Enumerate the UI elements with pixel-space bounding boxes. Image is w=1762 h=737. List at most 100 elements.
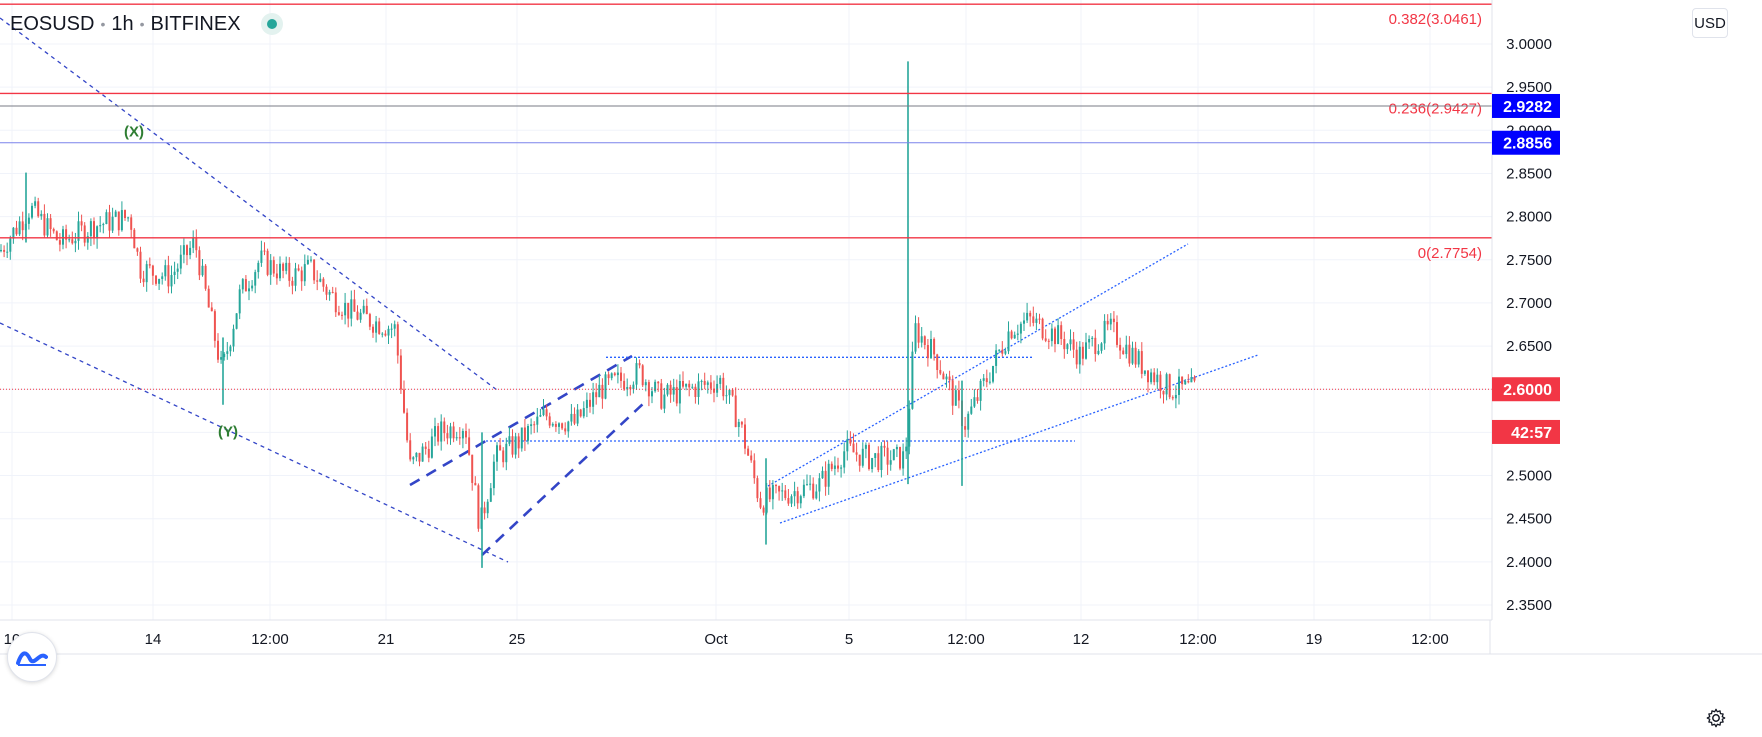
candle-body: [520, 427, 523, 449]
candle-body: [561, 423, 564, 429]
candle-body: [151, 265, 154, 276]
candle-body: [465, 431, 467, 438]
candle-body: [272, 260, 275, 274]
candle-body: [133, 229, 136, 249]
gear-icon[interactable]: [1702, 704, 1730, 732]
candle-body: [759, 498, 762, 508]
candle-body: [523, 427, 526, 441]
candle-body: [257, 262, 260, 273]
candle-body: [902, 451, 905, 469]
candle-body: [58, 240, 61, 245]
candle-body: [381, 333, 384, 335]
candle-body: [145, 264, 148, 283]
candle-body: [833, 465, 836, 469]
candle-body: [378, 321, 381, 334]
candle-body: [406, 412, 409, 441]
candle-body: [285, 262, 288, 271]
x-tick-label: 12:00: [947, 631, 985, 648]
candle-body: [1069, 339, 1072, 345]
candle-body: [644, 382, 647, 386]
candle-body: [1013, 334, 1016, 339]
x-tick-label: 19: [1306, 631, 1323, 648]
y-tick-label: 2.3500: [1506, 597, 1552, 614]
candle-body: [1016, 333, 1019, 335]
candle-body: [207, 288, 210, 308]
candle-body: [127, 217, 130, 219]
candle-body: [1066, 344, 1069, 350]
candle-body: [108, 212, 111, 231]
y-tick-label: 2.9500: [1506, 79, 1552, 96]
candle-body: [914, 323, 917, 352]
y-tick-label: 2.4000: [1506, 554, 1552, 571]
candle-body: [337, 312, 340, 315]
candle-body: [964, 426, 967, 430]
candle-body: [1112, 318, 1115, 323]
candles-layer: [0, 61, 1196, 568]
candle-body: [421, 446, 424, 462]
candle-body: [263, 250, 266, 252]
candle-body: [424, 446, 427, 449]
candle-body: [613, 373, 616, 376]
candle-body: [390, 328, 393, 330]
axes-layer: 3.00002.95002.90002.85002.80002.75002.70…: [0, 0, 1762, 655]
candle-body: [1109, 318, 1112, 325]
candle-body: [102, 224, 105, 226]
legend-separator: •: [100, 16, 106, 32]
candle-body: [697, 381, 700, 397]
candle-body: [89, 221, 92, 237]
candle-body: [210, 307, 213, 312]
candle-body: [223, 353, 226, 358]
price-label-text: 2.9282: [1503, 99, 1552, 116]
candle-body: [691, 386, 694, 388]
currency-button[interactable]: USD: [1692, 8, 1728, 38]
candle-body: [536, 416, 539, 425]
candle-body: [843, 451, 846, 468]
candle-body: [310, 259, 312, 261]
candle-body: [325, 286, 328, 295]
candle-body: [1128, 344, 1131, 364]
candle-body: [1097, 350, 1100, 355]
x-tick-label: 12: [1073, 631, 1090, 648]
candle-body: [728, 389, 731, 396]
candle-body: [368, 314, 371, 327]
candle-body: [573, 413, 576, 424]
symbol-legend[interactable]: EOSUSD • 1h • BITFINEX: [10, 12, 283, 36]
candle-body: [858, 454, 861, 466]
candle-body: [241, 279, 244, 290]
candle-body: [161, 276, 164, 279]
candle-body: [176, 268, 179, 272]
candle-body: [170, 274, 173, 287]
candle-body: [592, 392, 595, 407]
candle-body: [778, 486, 781, 492]
candle-body: [877, 453, 880, 471]
candle-body: [412, 457, 415, 460]
y-tick-label: 3.0000: [1506, 36, 1552, 53]
candle-body: [895, 446, 898, 450]
candle-body: [489, 488, 492, 502]
candle-body: [923, 336, 926, 346]
candle-body: [434, 426, 436, 437]
exchange-label: BITFINEX: [150, 12, 241, 35]
live-dot-icon[interactable]: [260, 13, 283, 35]
candle-body: [1103, 320, 1106, 344]
wedge-upper-line: [767, 243, 1189, 487]
price-label-bg: [1492, 419, 1560, 444]
candle-body: [468, 437, 471, 455]
candle-body: [1184, 381, 1187, 385]
symbol-name[interactable]: EOSUSD: [10, 12, 95, 35]
candle-body: [948, 376, 951, 381]
tradingview-logo-icon[interactable]: [7, 632, 57, 682]
candle-body: [1004, 351, 1007, 354]
candle-body: [846, 439, 849, 452]
candle-body: [740, 421, 743, 425]
candle-body: [871, 458, 874, 470]
candle-body: [1147, 370, 1149, 383]
candle-body: [306, 259, 309, 265]
wave-label: (X): [124, 123, 144, 140]
candle-body: [716, 383, 719, 393]
interval-label[interactable]: 1h: [111, 12, 134, 35]
candle-body: [9, 238, 12, 252]
candle-body: [806, 484, 808, 486]
